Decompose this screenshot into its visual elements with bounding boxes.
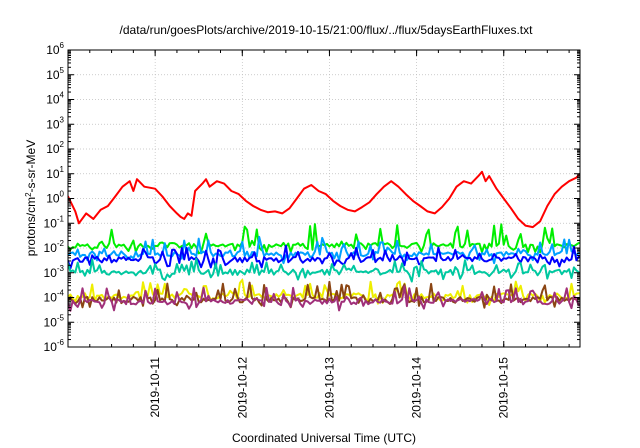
y-tick-label: 10-6 <box>44 338 65 354</box>
y-axis-ticks: 106 105 104 103 102 101 100 10-1 10-2 10-3 10-4 10-… <box>44 41 580 354</box>
y-tick-label: 10-4 <box>44 289 65 305</box>
y-tick-label: 103 <box>46 115 64 131</box>
y-tick-label: 100 <box>46 190 64 206</box>
y-tick-label: 10-2 <box>44 239 65 255</box>
y-tick-label: 102 <box>46 140 64 156</box>
y-tick-label: 106 <box>46 41 64 57</box>
series-layer <box>68 170 580 312</box>
y-tick-label: 101 <box>46 165 64 181</box>
series-line-3 <box>68 235 580 265</box>
x-tick-label: 2019-10-11 <box>148 357 162 418</box>
series-line-5 <box>68 257 580 283</box>
chart-title: /data/run/goesPlots/archive/2019-10-15/2… <box>120 23 534 37</box>
y-tick-label: 104 <box>46 91 64 107</box>
y-tick-label: 105 <box>46 66 64 82</box>
x-tick-label: 2019-10-15 <box>497 357 511 419</box>
y-tick-label: 10-1 <box>44 214 65 230</box>
y-tick-label: 10-5 <box>44 313 65 329</box>
x-tick-label: 2019-10-14 <box>410 357 424 419</box>
plot-frame <box>67 49 581 348</box>
x-tick-label: 2019-10-12 <box>235 357 249 419</box>
y-axis-label: protons/cm2-s-sr-MeV <box>24 140 39 256</box>
x-tick-label: 2019-10-13 <box>322 357 336 419</box>
series-line-4 <box>68 244 580 270</box>
x-axis-label: Coordinated Universal Time (UTC) <box>232 431 416 445</box>
series-line-8 <box>68 285 580 312</box>
series-line-1 <box>68 170 580 229</box>
y-tick-label: 10-3 <box>44 264 65 280</box>
